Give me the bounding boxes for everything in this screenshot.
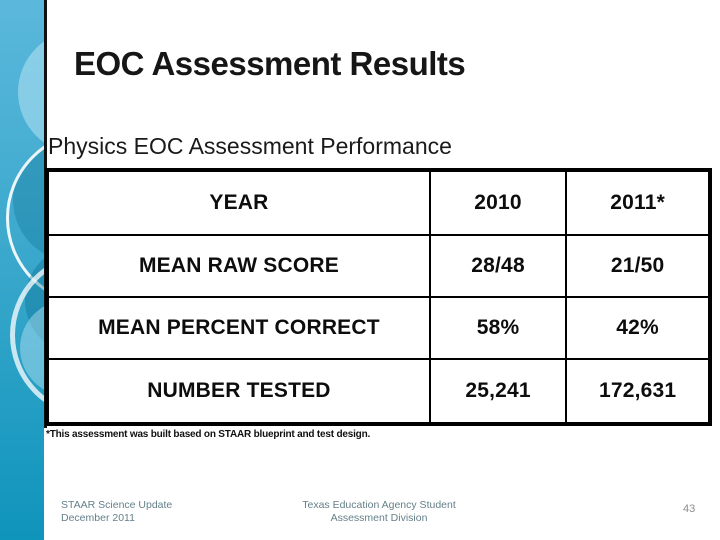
value-2011-cell: 21/50 <box>565 233 711 298</box>
footnote: *This assessment was built based on STAA… <box>46 429 371 440</box>
footer-center-line1: Texas Education Agency Student <box>302 499 456 511</box>
swirl-light-top <box>18 30 44 154</box>
slide-subtitle: Physics EOC Assessment Performance <box>48 133 452 159</box>
page-number: 43 <box>683 503 696 515</box>
value-2010-cell: 25,241 <box>428 358 568 425</box>
results-table: YEAR 2010 2011* MEAN RAW SCORE 28/48 21/… <box>45 168 712 426</box>
table-row-year: YEAR 2010 2011* <box>46 169 711 236</box>
row-label-cell: MEAN RAW SCORE <box>46 233 431 298</box>
value-2011-cell: 172,631 <box>565 358 711 425</box>
sidebar-decoration <box>0 0 44 540</box>
value-2010-cell: 28/48 <box>428 233 568 298</box>
value-2010-cell: 58% <box>428 295 568 361</box>
footer-center-line2: Assessment Division <box>330 512 428 524</box>
swirl-white-ring-thick <box>10 252 44 418</box>
table-row-mean-percent-correct: MEAN PERCENT CORRECT 58% 42% <box>46 295 711 361</box>
table-row-mean-raw-score: MEAN RAW SCORE 28/48 21/50 <box>46 233 711 298</box>
table-row-number-tested: NUMBER TESTED 25,241 172,631 <box>46 358 711 425</box>
value-2011-cell: 42% <box>565 295 711 361</box>
footer-center: Texas Education Agency Student Assessmen… <box>239 499 519 525</box>
value-2011-cell: 2011* <box>565 169 711 236</box>
value-2010-cell: 2010 <box>428 169 568 236</box>
slide-title: EOC Assessment Results <box>74 45 466 82</box>
row-label-cell: YEAR <box>46 169 431 236</box>
footer-left-line2: December 2011 <box>61 512 135 524</box>
footer-left: STAAR Science Update December 2011 <box>61 499 172 525</box>
row-label-cell: NUMBER TESTED <box>46 358 431 425</box>
row-label-cell: MEAN PERCENT CORRECT <box>46 295 431 361</box>
footer-left-line1: STAAR Science Update <box>61 499 173 511</box>
